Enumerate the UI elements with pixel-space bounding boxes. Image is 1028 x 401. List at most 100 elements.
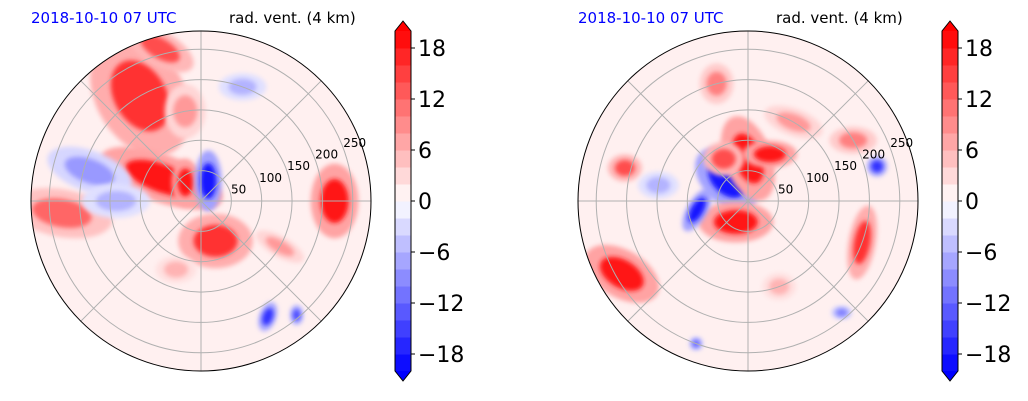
azimuth-spoke (627, 200, 749, 322)
colorbar-tick-label: 12 (418, 88, 446, 113)
colorbar-segment (395, 218, 411, 236)
range-label: 150 (834, 159, 857, 173)
colorbar-tick-label: 0 (418, 190, 432, 215)
range-label: 100 (259, 171, 282, 185)
colorbar-segment (942, 184, 958, 202)
colorbar-segment (395, 82, 411, 100)
velocity-cell (614, 160, 635, 177)
colorbar-tick-label: −6 (418, 241, 450, 266)
colorbar-tick-label: 6 (418, 139, 432, 164)
colorbar-segment (395, 303, 411, 321)
azimuth-spoke (747, 80, 869, 202)
velocity-cell (713, 210, 758, 235)
range-label: 50 (231, 182, 246, 196)
colorbar-segment (395, 99, 411, 117)
panel-right-colorbar: 18 12 6 0 −6 −12 −18 (941, 20, 1011, 382)
colorbar-segment (395, 65, 411, 83)
colorbar-segment (395, 184, 411, 202)
colorbar-segment (942, 82, 958, 100)
range-label: 250 (343, 136, 366, 150)
colorbar-segment (942, 303, 958, 321)
colorbar-outline (941, 20, 959, 382)
colorbar-segment (395, 269, 411, 287)
colorbar-tick-label: −18 (965, 343, 1011, 368)
velocity-cell (32, 198, 92, 228)
colorbar-segment (395, 286, 411, 304)
colorbar-tick-label: 0 (965, 190, 979, 215)
colorbar-segment (942, 48, 958, 66)
velocity-cell (871, 160, 884, 173)
panel-left-colorbar: 18 12 6 0 −6 −12 −18 (394, 20, 464, 382)
polar-border (577, 30, 919, 372)
colorbar-segment (395, 31, 411, 49)
colorbar-segment (942, 286, 958, 304)
colorbar-segment (395, 48, 411, 66)
colorbar-segment (942, 337, 958, 355)
colorbar-tick-label: 12 (965, 88, 993, 113)
azimuth-spoke (200, 80, 322, 202)
velocity-cell (64, 156, 115, 186)
colorbar-segment (942, 150, 958, 168)
range-label: 50 (778, 182, 793, 196)
panel-right: 2018-10-10 07 UTC rad. vent. (4 km) 50 10… (577, 9, 1011, 382)
range-label: 150 (287, 159, 310, 173)
panel-left: 2018-10-10 07 UTC rad. vent. (4 km) 50 10… (30, 9, 464, 382)
panel-right-polar-plot: 50 100 150 200 250 (577, 30, 919, 372)
colorbar-tick-label: −12 (418, 292, 464, 317)
colorbar-tick-label: −6 (965, 241, 997, 266)
colorbar-segment (942, 269, 958, 287)
colorbar-segment (942, 320, 958, 338)
colorbar-segment (942, 354, 958, 372)
colorbar-segment (395, 235, 411, 253)
range-label: 100 (806, 171, 829, 185)
colorbar-segment (942, 167, 958, 185)
velocity-cell (193, 224, 238, 257)
range-label: 250 (890, 136, 913, 150)
colorbar-segment (942, 218, 958, 236)
polar-border (30, 30, 372, 372)
colorbar-extend-max (942, 21, 958, 31)
colorbar-segment (395, 252, 411, 270)
colorbar-tick-label: −18 (418, 343, 464, 368)
colorbar-segment (942, 252, 958, 270)
velocity-cell (292, 308, 301, 321)
colorbar-segment (942, 133, 958, 151)
panel-left-variable-title: rad. vent. (4 km) (229, 9, 356, 27)
colorbar-segment (395, 337, 411, 355)
colorbar-tick-label: 18 (418, 37, 446, 62)
azimuth-spoke (747, 200, 869, 322)
velocity-cell (753, 146, 786, 163)
colorbar-segment (942, 31, 958, 49)
velocity-cell (711, 148, 736, 169)
colorbar-segment (395, 320, 411, 338)
colorbar-extend-min (942, 371, 958, 381)
panel-left-date-title: 2018-10-10 07 UTC (31, 9, 177, 27)
colorbar-segment (942, 116, 958, 134)
velocity-cell (835, 308, 848, 317)
colorbar-segment (942, 65, 958, 83)
colorbar-segment (395, 116, 411, 134)
colorbar-segment (395, 201, 411, 219)
colorbar-tick-label: −12 (965, 292, 1011, 317)
velocity-cell (164, 261, 189, 278)
range-label: 200 (315, 148, 338, 162)
colorbar-segment (395, 133, 411, 151)
azimuth-spoke (627, 80, 749, 202)
colorbar-tick-label: 18 (965, 37, 993, 62)
range-label: 200 (862, 148, 885, 162)
colorbar-segment (395, 354, 411, 372)
colorbar-segment (942, 235, 958, 253)
colorbar-segment (942, 201, 958, 219)
azimuth-spoke (200, 200, 322, 322)
colorbar-outline (394, 20, 412, 382)
velocity-cell (688, 197, 706, 223)
colorbar-segment (395, 167, 411, 185)
panel-right-date-title: 2018-10-10 07 UTC (578, 9, 724, 27)
azimuth-spoke (80, 80, 202, 202)
velocity-cell (262, 308, 274, 326)
azimuth-spoke (80, 200, 202, 322)
colorbar-segment (942, 99, 958, 117)
colorbar-extend-max (395, 21, 411, 31)
panel-right-variable-title: rad. vent. (4 km) (776, 9, 903, 27)
